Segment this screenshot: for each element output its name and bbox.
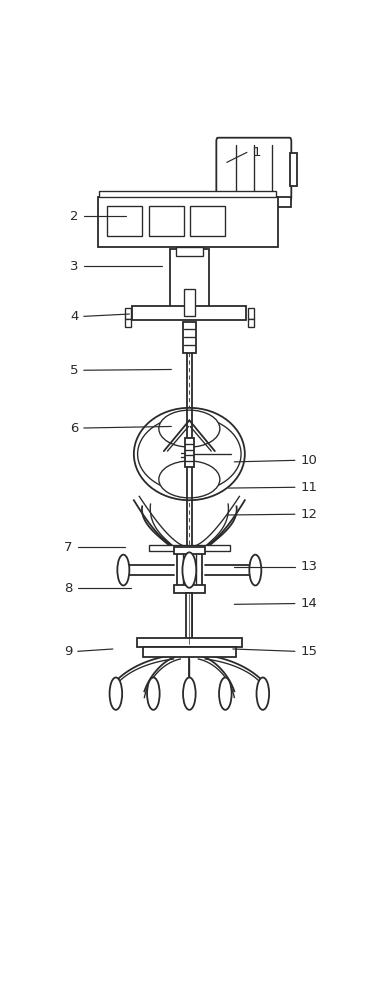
Bar xyxy=(170,249,209,316)
Text: 7: 7 xyxy=(64,541,72,554)
Bar xyxy=(248,308,254,319)
Bar xyxy=(125,308,131,319)
Bar xyxy=(174,585,205,593)
Bar xyxy=(174,547,205,554)
Bar xyxy=(185,438,194,467)
Text: 14: 14 xyxy=(300,597,317,610)
Bar xyxy=(183,322,196,353)
Bar xyxy=(216,197,291,207)
Bar xyxy=(137,638,242,647)
Ellipse shape xyxy=(138,416,241,492)
Circle shape xyxy=(147,677,160,710)
Bar xyxy=(98,197,278,247)
Text: 4: 4 xyxy=(70,310,78,323)
Bar xyxy=(99,191,276,197)
Ellipse shape xyxy=(159,461,220,498)
Bar xyxy=(125,319,131,327)
Text: 9: 9 xyxy=(64,645,72,658)
Bar xyxy=(290,153,297,186)
Bar xyxy=(248,319,254,327)
Circle shape xyxy=(249,555,261,585)
Circle shape xyxy=(257,677,269,710)
Text: 15: 15 xyxy=(300,645,317,658)
Text: 2: 2 xyxy=(70,210,78,223)
Text: 1: 1 xyxy=(252,146,261,159)
Text: 3: 3 xyxy=(70,260,78,273)
Text: 8: 8 xyxy=(64,582,72,595)
Circle shape xyxy=(219,677,232,710)
Circle shape xyxy=(183,677,196,710)
Bar xyxy=(187,593,192,645)
Text: 11: 11 xyxy=(300,481,317,494)
FancyBboxPatch shape xyxy=(216,138,291,201)
Ellipse shape xyxy=(159,410,220,447)
Circle shape xyxy=(182,552,196,588)
Text: 10: 10 xyxy=(300,454,317,467)
Circle shape xyxy=(110,677,122,710)
Bar xyxy=(176,549,202,591)
Bar xyxy=(185,549,194,563)
Text: 6: 6 xyxy=(70,422,78,434)
Bar xyxy=(149,206,184,235)
Bar xyxy=(132,306,246,320)
Bar xyxy=(143,647,236,657)
Bar xyxy=(149,545,230,551)
Text: 5: 5 xyxy=(70,364,78,377)
Bar xyxy=(176,247,203,256)
Text: 13: 13 xyxy=(300,560,317,573)
Bar xyxy=(190,206,225,235)
Ellipse shape xyxy=(134,408,245,500)
Bar xyxy=(107,206,142,235)
Text: 12: 12 xyxy=(300,508,317,521)
Circle shape xyxy=(117,555,129,585)
Bar xyxy=(184,289,195,316)
